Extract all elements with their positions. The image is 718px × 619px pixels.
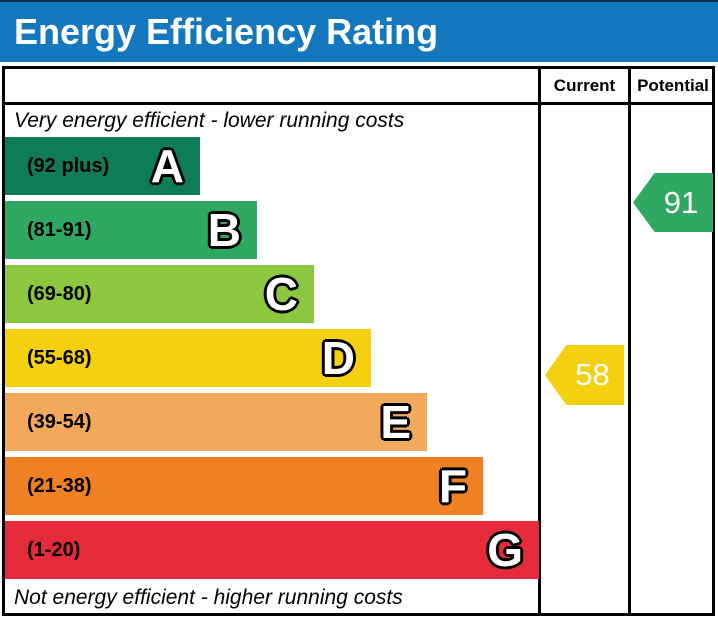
band-range-label: (92 plus) (27, 154, 110, 177)
title-bar: Energy Efficiency Rating (0, 0, 718, 62)
bottom-note: Not energy efficient - higher running co… (14, 586, 403, 609)
band-letter: B (207, 204, 241, 256)
band-bar-a: (92 plus) A (5, 137, 200, 195)
table-header-divider (2, 102, 715, 105)
potential-column-header: Potential (637, 75, 709, 95)
band-bar-b: (81-91) B (5, 201, 257, 259)
band-bar-g: (1-20) G (5, 521, 539, 579)
band-bar-e: (39-54) E (5, 393, 427, 451)
band-bar-c: (69-80) C (5, 265, 314, 323)
band-range-label: (55-68) (27, 346, 92, 369)
band-range-label: (21-38) (27, 474, 92, 497)
band-range-label: (69-80) (27, 282, 92, 305)
current-column-divider (538, 66, 541, 616)
band-letter: F (438, 460, 467, 512)
band-letter: G (487, 524, 523, 576)
potential-rating-value: 91 (663, 184, 699, 220)
page-title: Energy Efficiency Rating (14, 11, 439, 52)
band-range-label: (1-20) (27, 538, 81, 561)
top-note: Very energy efficient - lower running co… (14, 109, 405, 132)
current-rating-value: 58 (575, 357, 610, 392)
band-bar-d: (55-68) D (5, 329, 371, 387)
band-letter: E (380, 396, 411, 448)
current-column-header: Current (553, 75, 616, 95)
band-range-label: (81-91) (27, 218, 92, 241)
band-letter: C (264, 268, 298, 320)
potential-column-divider (628, 66, 631, 616)
band-bar-f: (21-38) F (5, 457, 483, 515)
band-letter: D (321, 332, 355, 384)
potential-rating-arrow: 91 (633, 173, 713, 232)
band-range-label: (39-54) (27, 410, 92, 433)
band-letter: A (150, 140, 184, 192)
